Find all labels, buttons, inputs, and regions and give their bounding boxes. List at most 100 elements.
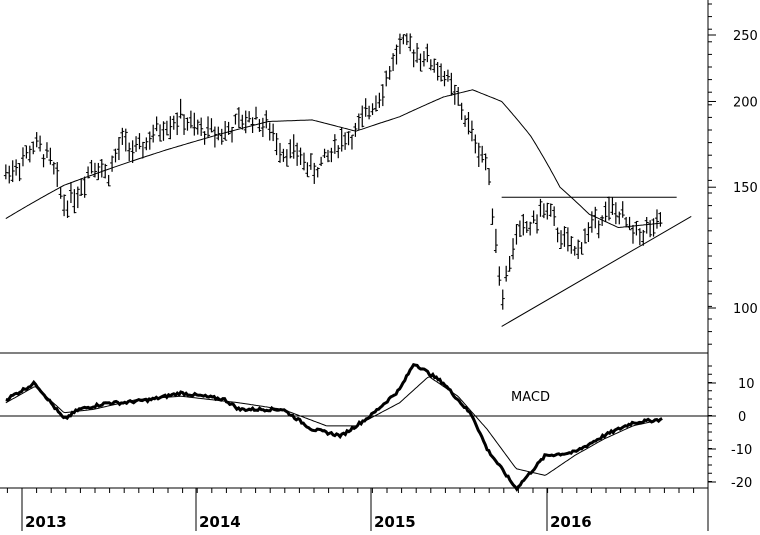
ohlc-bar [24,145,29,159]
ohlc-bar [521,213,526,236]
ohlc-bar [260,117,265,138]
ohlc-bar [418,53,423,72]
ohlc-bar [329,147,334,163]
macd-tick-label: -10 [731,443,752,458]
ohlc-bar [278,142,282,163]
ohlc-bar [572,245,577,256]
ohlc-bar [408,33,413,52]
ohlc-bar [199,117,204,136]
ohlc-bar [202,131,207,145]
ohlc-bar [600,215,605,226]
ohlc-bar [55,162,60,187]
ohlc-bar [415,42,420,63]
ohlc-bar [14,159,19,176]
ohlc-bar [654,209,659,229]
ohlc-bar [79,178,84,196]
ohlc-bar [103,163,108,179]
macd-panel [0,352,708,492]
ohlc-bar [188,110,193,129]
ohlc-bar [517,220,522,238]
ohlc-bar [17,163,22,182]
ohlc-bar [212,126,217,148]
ohlc-bar [459,102,464,120]
ohlc-bar [421,51,426,67]
ohlc-bar [130,140,135,163]
price-tick-label: 200 [733,95,758,110]
ohlc-bar [178,98,183,119]
ohlc-bar [524,221,529,233]
ohlc-bar [319,156,324,167]
ohlc-bar [158,124,163,142]
ohlc-bar [531,210,536,224]
ohlc-bar [182,114,187,135]
ohlc-bar [346,131,351,146]
ohlc-bar [20,147,25,167]
ohlc-bar [223,120,228,141]
ohlc-bar [576,239,581,260]
ohlc-bar [206,116,211,138]
ohlc-bar [120,127,125,145]
ohlc-bar [627,216,632,231]
ohlc-bar [325,149,330,163]
ohlc-bar [216,126,221,141]
ohlc-bar [99,159,104,178]
ohlc-bar [535,214,540,234]
ohlc-bar [404,33,409,46]
ohlc-bar [113,148,118,163]
ohlc-bar [192,112,197,136]
ohlc-bar [7,165,12,184]
ohlc-bar [51,161,56,175]
ohlc-bar [312,162,317,184]
ohlc-bar [596,220,601,239]
ohlc-bar [466,111,471,135]
ohlc-bar [82,176,87,198]
ohlc-bar [298,147,303,165]
ohlc-bar [452,84,457,105]
ohlc-bar [144,137,149,151]
ohlc-bar [243,110,248,134]
ohlc-bar [168,116,173,140]
ohlc-bar [442,71,447,87]
ohlc-bar [62,194,67,217]
macd-tick-label: 10 [738,377,755,392]
ohlc-bar [164,120,169,136]
ohlc-bar [127,142,132,162]
ohlc-bar [504,265,509,282]
ohlc-bar [377,92,382,108]
ohlc-bar [432,58,437,73]
ohlc-bar [254,106,259,120]
ohlc-bar [476,142,481,167]
ohlc-bar [463,115,468,127]
ohlc-bar [391,53,396,72]
ohlc-bar [147,131,152,150]
ohlc-bar [583,228,588,244]
ohlc-bar [569,236,574,254]
ohlc-bar [96,162,101,181]
ohlc-bar [397,33,402,55]
ohlc-bar [264,110,269,129]
ohlc-bar [579,242,584,255]
ohlc-bar [559,230,564,249]
ohlc-bar [469,120,474,142]
macd-tick-label: 0 [738,410,746,425]
year-label: 2014 [199,513,241,531]
ohlc-bar [336,145,341,159]
ohlc-bar [34,132,39,148]
ohlc-bar [360,105,365,128]
ohlc-bar [116,137,121,161]
ohlc-bar [449,72,454,96]
price-tick-label: 100 [733,302,758,317]
ohlc-bar [236,107,241,128]
ohlc-bar [209,118,214,133]
ohlc-bar [106,174,111,187]
ohlc-bar [291,134,296,159]
ohlc-bar [65,200,70,218]
ohlc-bar [41,154,46,168]
signal-line [5,376,663,476]
ohlc-bar [68,182,73,204]
ohlc-bar [305,162,310,178]
price-panel [3,33,692,327]
ohlc-bar [38,135,43,152]
ohlc-bar [301,152,306,171]
ohlc-bar [624,216,629,228]
